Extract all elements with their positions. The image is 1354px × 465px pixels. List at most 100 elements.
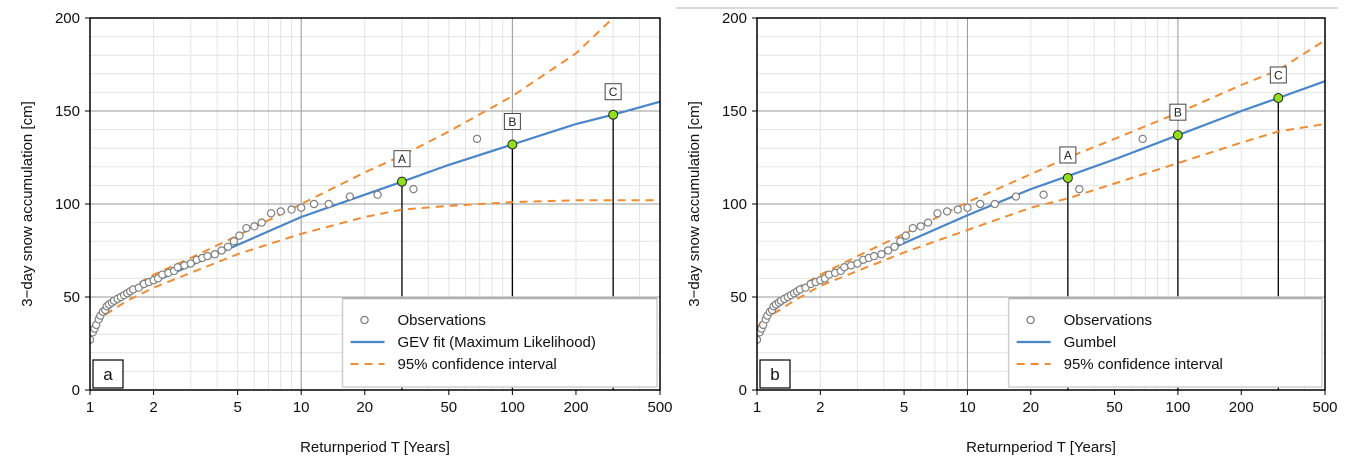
x-tick-label: 20 [356, 399, 373, 416]
observation-point [287, 205, 296, 214]
legend-entry-label: Observations [398, 312, 486, 329]
chart-panel-b: A B C 1 2 5 10 20 50 100 200 500 0 50 100 150 200 Returnp… [686, 10, 1338, 456]
panel-label-box [759, 359, 791, 389]
y-tick-label: 200 [722, 10, 747, 27]
legend-entry-label: 95% confidence interval [398, 356, 557, 373]
marker-label-box-b [1169, 103, 1187, 121]
x-tick-label: 2 [149, 399, 157, 416]
y-tick-label: 50 [730, 289, 747, 306]
y-tick-label: 200 [55, 10, 80, 27]
y-axis-label: 3−day snow accumulation [cm] [686, 101, 703, 307]
legend-entry-label: 95% confidence interval [1064, 356, 1223, 373]
legend-entry-label: GEV fit (Maximum Likelihood) [398, 334, 596, 351]
x-axis-label: Returnperiod T [Years] [966, 439, 1116, 456]
observation-point [953, 205, 963, 214]
observation-point [235, 231, 244, 240]
x-tick-label: 500 [647, 399, 672, 416]
y-tick-label: 100 [55, 196, 80, 213]
y-tick-label: 0 [72, 382, 80, 399]
observation-point [186, 259, 195, 268]
marker-label-box-c [1269, 66, 1287, 84]
x-tick-label: 1 [753, 399, 761, 416]
legend: Observations Gumbel 95% confidence interva… [1007, 296, 1323, 388]
marker-point-b [507, 139, 518, 150]
observation-point [840, 263, 849, 272]
observation-point [345, 192, 355, 201]
marker-label-c: C [1274, 68, 1283, 82]
plot-data [90, 18, 660, 390]
observation-point [229, 236, 239, 246]
x-tick-label: 100 [500, 399, 525, 416]
observation-point [217, 246, 226, 255]
confidence-line-upper [90, 18, 614, 332]
x-tick-label: 50 [440, 399, 457, 416]
y-axis-label: 3−day snow accumulation [cm] [19, 101, 36, 307]
fit-line [757, 80, 1325, 333]
x-axis-label: Returnperiod T [Years] [300, 439, 450, 456]
observation-point [203, 251, 212, 261]
observation-point [242, 223, 251, 233]
x-tick-label: 20 [1022, 399, 1039, 416]
x-tick-label: 2 [816, 399, 824, 416]
chart-panel-a: A B C 1 2 5 10 20 50 100 200 500 0 50 100 150 200 Returnp… [19, 10, 673, 456]
marker-label-box-b [503, 112, 521, 130]
observation-point [309, 199, 319, 209]
y-tick-label: 150 [722, 103, 747, 120]
marker-label-a: A [398, 152, 406, 166]
marker-label-b: B [1174, 106, 1182, 120]
observation-point [869, 251, 879, 261]
observation-point [266, 209, 276, 218]
observation-point [877, 250, 886, 259]
observation-point [296, 203, 306, 212]
x-tick-label: 200 [563, 399, 588, 416]
marker-label-box-a [393, 150, 411, 168]
marker-label-box-c [604, 83, 622, 101]
observation-point [409, 184, 418, 194]
marker-label-box-a [1059, 146, 1077, 164]
marker-label-c: C [609, 85, 618, 99]
confidence-line-lower [90, 199, 660, 339]
legend-box [1007, 296, 1323, 388]
marker-point-a [1062, 172, 1073, 183]
marker-label-b: B [508, 115, 516, 129]
observation-point [942, 207, 952, 216]
y-tick-label: 0 [739, 382, 747, 399]
observation-point [890, 242, 899, 251]
legend-entry-label: Gumbel [1064, 334, 1117, 351]
legend-entry-label: Observations [1064, 312, 1152, 329]
observation-point [210, 250, 220, 259]
marker-point-a [396, 176, 407, 187]
panel-label: a [103, 365, 113, 384]
observation-point [916, 222, 925, 231]
observation-point [173, 263, 182, 272]
observation-point [853, 259, 862, 268]
legend-box [341, 296, 658, 388]
observation-point [908, 223, 918, 233]
y-tick-label: 50 [63, 289, 80, 306]
observation-point [250, 222, 259, 231]
x-tick-label: 10 [293, 399, 310, 416]
observation-point [223, 242, 233, 251]
marker-point-b [1172, 130, 1183, 141]
observation-point [276, 207, 285, 216]
observation-point [883, 246, 893, 255]
observation-point [472, 134, 482, 144]
panel-label-box [92, 359, 124, 389]
observation-point [1039, 190, 1048, 199]
observation-point [324, 199, 333, 209]
observation-point [990, 199, 1000, 209]
observation-point [1011, 192, 1021, 201]
observation-point [1075, 184, 1084, 194]
observation-point [901, 231, 911, 240]
x-tick-label: 10 [959, 399, 976, 416]
x-tick-label: 200 [1229, 399, 1254, 416]
observation-point [1138, 134, 1147, 144]
confidence-line-lower [757, 123, 1325, 337]
marker-point-c [1273, 92, 1284, 103]
x-tick-label: 5 [233, 399, 241, 416]
legend-observation-symbol [360, 315, 369, 325]
x-tick-label: 500 [1312, 399, 1337, 416]
confidence-line-upper [757, 39, 1325, 330]
y-tick-label: 100 [722, 196, 747, 213]
